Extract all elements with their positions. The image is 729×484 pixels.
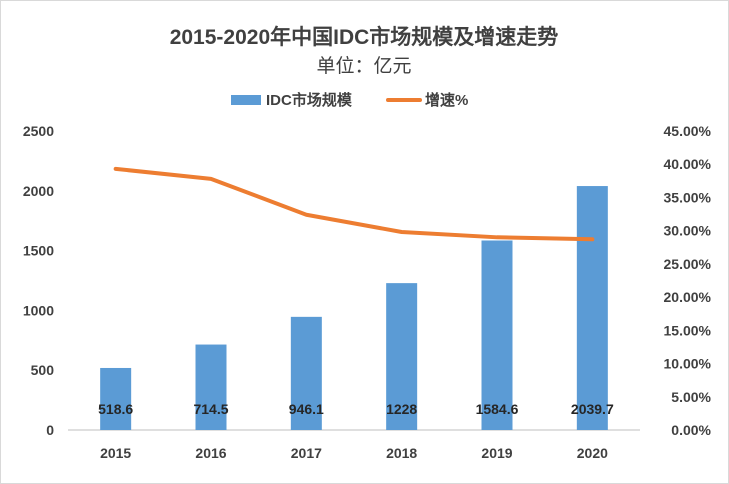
left-tick-label: 500 (31, 362, 55, 378)
right-tick-label: 10.00% (664, 356, 712, 372)
right-axis: 0.00% 5.00% 10.00% 15.00% 20.00% 25.00% 30.00%… (664, 123, 712, 438)
x-tick-label: 2016 (195, 445, 226, 461)
bar (290, 316, 322, 430)
growth-line (113, 166, 595, 242)
right-tick-label: 5.00% (671, 389, 711, 405)
bar-data-label: 1584.6 (476, 401, 519, 417)
right-tick-label: 40.00% (664, 156, 712, 172)
chart-title: 2015-2020年中国IDC市场规模及增速走势 (170, 25, 559, 49)
bar (481, 240, 513, 430)
right-tick-label: 0.00% (671, 422, 711, 438)
right-tick-label: 35.00% (664, 189, 712, 205)
right-tick-label: 45.00% (664, 123, 712, 139)
left-tick-label: 2000 (23, 183, 54, 199)
bar-data-label: 1228 (386, 401, 417, 417)
bar-data-label: 2039.7 (571, 401, 614, 417)
legend-label-bar: IDC市场规模 (266, 91, 353, 109)
bar-data-label: 946.1 (289, 401, 324, 417)
bar-data-label: 518.6 (98, 401, 133, 417)
data-labels: 518.6 714.5 946.1 1228 1584.6 2039.7 (98, 401, 614, 417)
bar-data-label: 714.5 (193, 401, 228, 417)
left-tick-label: 1500 (23, 243, 54, 259)
bar-series (100, 186, 608, 430)
left-axis: 0 500 1000 1500 2000 2500 (23, 123, 54, 438)
x-tick-label: 2020 (577, 445, 608, 461)
bar (386, 283, 418, 430)
legend-label-line: 增速% (425, 91, 468, 109)
right-tick-label: 25.00% (664, 256, 712, 272)
left-tick-label: 1000 (23, 302, 54, 318)
bar (100, 367, 132, 430)
right-tick-label: 20.00% (664, 289, 712, 305)
x-axis: 2015 2016 2017 2018 2019 2020 (100, 445, 608, 461)
chart-subtitle: 单位：亿元 (316, 55, 411, 77)
right-tick-label: 30.00% (664, 223, 712, 239)
x-tick-label: 2015 (100, 445, 131, 461)
legend-swatch-bar (231, 95, 261, 105)
left-tick-label: 0 (46, 422, 54, 438)
right-tick-label: 15.00% (664, 322, 712, 338)
bar (195, 344, 227, 430)
bar (576, 186, 608, 430)
x-tick-label: 2017 (291, 445, 322, 461)
legend: IDC市场规模 增速% (231, 91, 468, 109)
x-tick-label: 2019 (481, 445, 512, 461)
left-tick-label: 2500 (23, 123, 54, 139)
x-tick-label: 2018 (386, 445, 417, 461)
